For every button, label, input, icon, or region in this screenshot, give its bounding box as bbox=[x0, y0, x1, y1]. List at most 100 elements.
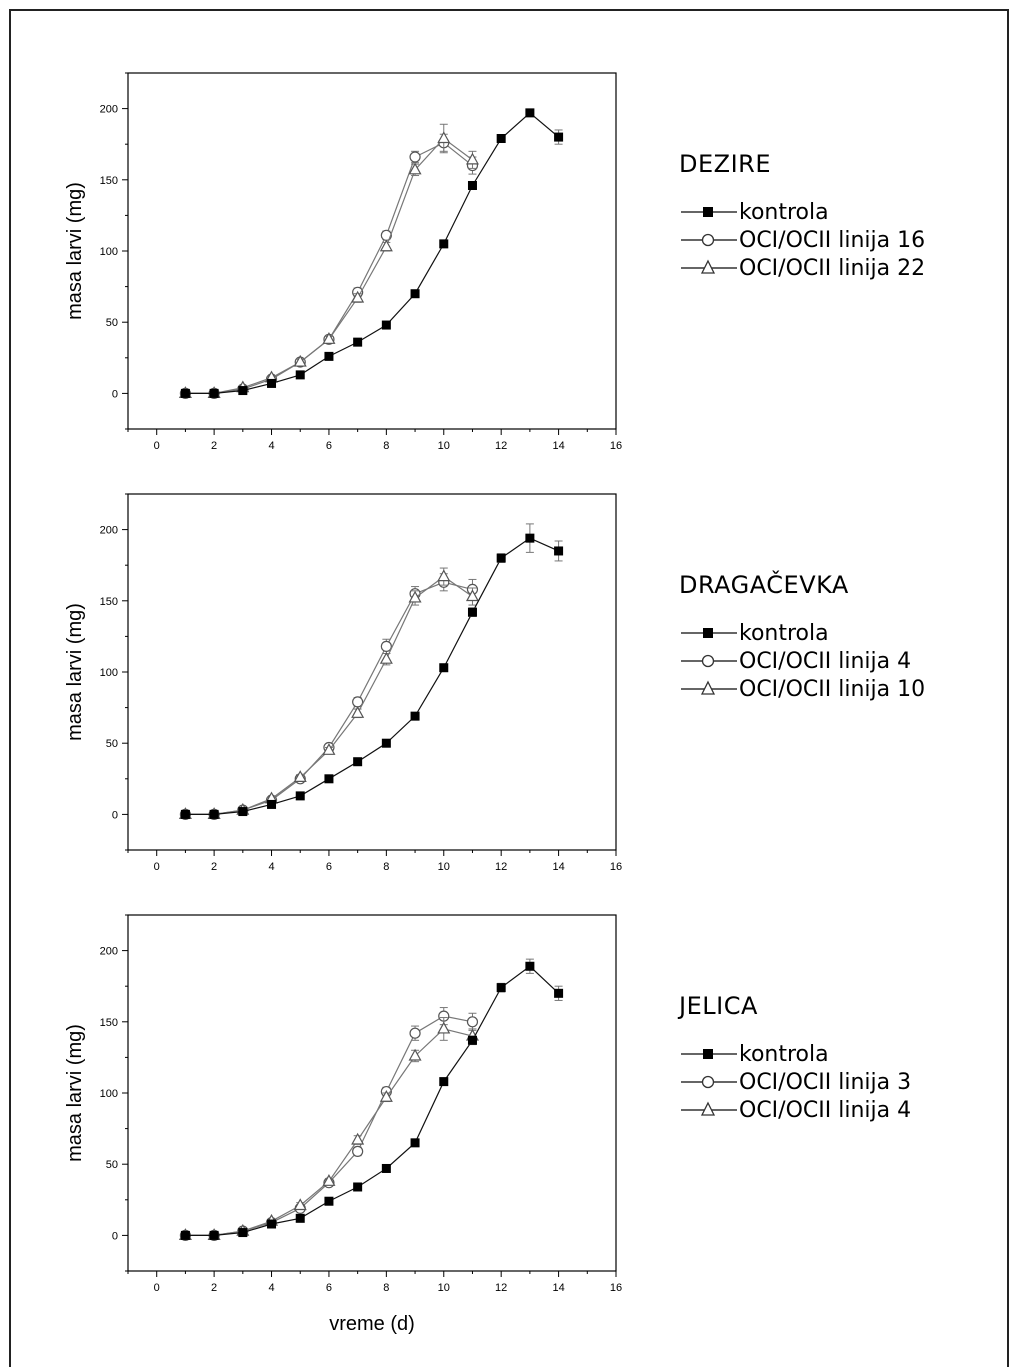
x-tick-label: 6 bbox=[326, 440, 332, 452]
x-tick-label: 4 bbox=[268, 440, 274, 452]
x-tick-label: 14 bbox=[552, 1282, 564, 1294]
series-line bbox=[185, 112, 559, 394]
plot-area bbox=[127, 493, 617, 851]
legend-label: OCI/OCII linija 4 bbox=[739, 648, 912, 674]
x-tick-label: 8 bbox=[383, 440, 389, 452]
legend-label: OCI/OCII linija 16 bbox=[739, 227, 926, 253]
data-point-square bbox=[267, 378, 277, 388]
data-point-square bbox=[209, 809, 219, 819]
data-point-square bbox=[267, 799, 277, 809]
chart-panel: 0 50 100 150 200 0 2 4 6 8 10 12 14 16 masa larvi (mg) bbox=[64, 72, 622, 452]
legend-label: kontrola bbox=[739, 199, 829, 225]
legend-marker-square bbox=[681, 1049, 737, 1059]
data-point-square bbox=[180, 809, 190, 819]
plot-area bbox=[127, 72, 617, 430]
legend-item-line-a: OCI/OCII linija 16 bbox=[679, 226, 925, 254]
series-square-filled bbox=[180, 523, 564, 819]
data-point-square bbox=[467, 180, 477, 190]
x-tick-label: 16 bbox=[610, 440, 622, 452]
y-tick-label: 200 bbox=[100, 525, 118, 537]
data-point-square bbox=[410, 711, 420, 721]
data-point-square bbox=[554, 546, 564, 556]
legend-marker-circle bbox=[681, 1075, 737, 1089]
chart-panel: 0 50 100 150 200 0 2 4 6 8 10 12 14 16 masa larvi (mg)… bbox=[64, 914, 622, 1335]
plot-area bbox=[127, 914, 617, 1272]
data-point-square bbox=[496, 134, 506, 144]
x-tick-label: 10 bbox=[438, 861, 450, 873]
y-tick-label: 200 bbox=[100, 946, 118, 958]
data-point-triangle bbox=[437, 131, 451, 144]
data-point-triangle bbox=[293, 354, 307, 367]
legend-label: kontrola bbox=[739, 1041, 829, 1067]
data-point-square bbox=[267, 1219, 277, 1229]
y-tick-label: 150 bbox=[100, 175, 118, 187]
data-point-triangle bbox=[408, 162, 422, 175]
series-square-filled bbox=[180, 958, 564, 1240]
legend-item-kontrola: kontrola bbox=[679, 1040, 911, 1068]
legend-item-line-b: OCI/OCII linija 4 bbox=[679, 1096, 911, 1124]
data-point-triangle bbox=[322, 332, 336, 344]
y-tick-label: 0 bbox=[112, 1230, 118, 1242]
data-point-circle bbox=[352, 1145, 364, 1157]
y-tick-label: 0 bbox=[112, 388, 118, 400]
x-tick-label: 2 bbox=[211, 1282, 217, 1294]
data-point-triangle bbox=[351, 290, 365, 303]
series-square-filled bbox=[180, 108, 564, 398]
y-tick-label: 200 bbox=[100, 104, 118, 116]
x-tick-label: 2 bbox=[211, 440, 217, 452]
data-point-triangle bbox=[437, 1021, 451, 1034]
data-point-triangle bbox=[351, 1132, 365, 1145]
data-point-square bbox=[353, 757, 363, 767]
data-point-square bbox=[554, 132, 564, 142]
x-tick-label: 8 bbox=[383, 1282, 389, 1294]
data-point-square bbox=[381, 1163, 391, 1173]
data-point-square bbox=[295, 791, 305, 801]
data-point-square bbox=[439, 663, 449, 673]
series-triangle-open bbox=[178, 1017, 479, 1241]
data-point-circle bbox=[352, 696, 364, 708]
legend-marker-circle bbox=[681, 654, 737, 668]
x-tick-label: 6 bbox=[326, 861, 332, 873]
x-tick-label: 12 bbox=[495, 861, 507, 873]
data-point-triangle bbox=[351, 706, 365, 718]
data-point-triangle bbox=[465, 152, 479, 165]
x-tick-label: 12 bbox=[495, 1282, 507, 1294]
legend-dezire: DEZIRE kontrola OCI/OCII linija 16 OCI/O… bbox=[679, 150, 925, 282]
x-tick-label: 4 bbox=[268, 861, 274, 873]
panel-title: JELICA bbox=[679, 992, 758, 1020]
y-axis-label: masa larvi (mg) bbox=[64, 182, 86, 320]
legend-marker-square bbox=[681, 628, 737, 638]
x-tick-label: 8 bbox=[383, 861, 389, 873]
data-point-triangle bbox=[465, 589, 479, 602]
legend-item-line-b: OCI/OCII linija 22 bbox=[679, 254, 925, 282]
data-point-triangle bbox=[408, 590, 422, 603]
x-tick-label: 10 bbox=[438, 1282, 450, 1294]
data-point-circle bbox=[409, 1027, 421, 1039]
legend-marker-triangle bbox=[681, 259, 737, 274]
y-tick-label: 50 bbox=[106, 1159, 118, 1171]
data-point-square bbox=[467, 1035, 477, 1045]
data-point-square bbox=[238, 1228, 248, 1238]
data-point-square bbox=[209, 1230, 219, 1240]
data-point-square bbox=[525, 961, 535, 971]
legend-marker-square bbox=[681, 207, 737, 217]
x-tick-label: 16 bbox=[610, 1282, 622, 1294]
x-tick-label: 6 bbox=[326, 1282, 332, 1294]
data-point-square bbox=[410, 1138, 420, 1148]
legend-marker-circle bbox=[681, 233, 737, 247]
legend-label: kontrola bbox=[739, 620, 829, 646]
y-tick-label: 0 bbox=[112, 809, 118, 821]
x-tick-label: 0 bbox=[154, 440, 160, 452]
legend-label: OCI/OCII linija 22 bbox=[739, 255, 926, 281]
data-point-square bbox=[554, 988, 564, 998]
data-point-square bbox=[439, 1077, 449, 1087]
x-tick-label: 14 bbox=[552, 861, 564, 873]
data-point-circle bbox=[380, 640, 392, 652]
x-tick-label: 16 bbox=[610, 861, 622, 873]
data-point-square bbox=[238, 386, 248, 396]
series-line bbox=[185, 537, 559, 816]
data-point-square bbox=[324, 1196, 334, 1206]
legend-jelica: JELICA kontrola OCI/OCII linija 3 OCI/OC… bbox=[679, 992, 911, 1124]
data-point-triangle bbox=[379, 651, 393, 664]
